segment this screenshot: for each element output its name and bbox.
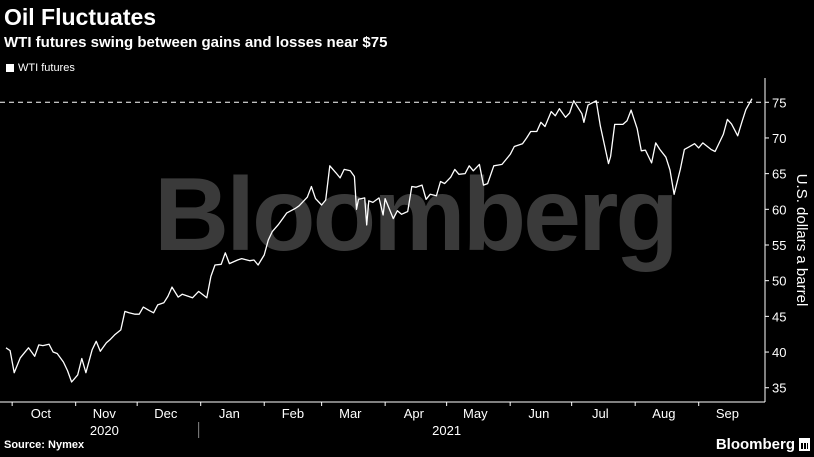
legend-swatch [6, 64, 14, 72]
x-tick-label: Feb [282, 406, 304, 421]
y-axis-label: U.S. dollars a barrel [793, 174, 810, 307]
chart-title: Oil Fluctuates [4, 4, 157, 30]
x-tick-label: Jan [219, 406, 240, 421]
y-tick-label: 55 [772, 238, 786, 253]
x-tick-label: Nov [93, 406, 117, 421]
x-tick-label: Sep [716, 406, 739, 421]
y-tick-label: 35 [772, 381, 786, 396]
y-axis: 35 40 45 50 55 60 65 70 75 [764, 78, 786, 402]
chart-subtitle: WTI futures swing between gains and loss… [4, 34, 388, 51]
brand-name: Bloomberg [715, 436, 795, 453]
y-tick-label: 75 [772, 95, 786, 110]
bloomberg-mark-icon [799, 438, 810, 451]
x-tick-label: Aug [652, 406, 675, 421]
x-tick-label: Apr [404, 406, 425, 421]
x-tick-label: Jun [528, 406, 549, 421]
y-tick-label: 60 [772, 202, 786, 217]
year-label: 2021 [432, 423, 461, 438]
legend-label: WTI futures [18, 62, 75, 74]
series-line-wti-futures [5, 98, 753, 383]
y-tick-label: 70 [772, 131, 786, 146]
x-tick-label: May [463, 406, 488, 421]
x-tick-label: Mar [339, 406, 362, 421]
y-tick-label: 45 [772, 309, 786, 324]
x-tick-label: Dec [154, 406, 178, 421]
y-tick-label: 50 [772, 274, 786, 289]
x-tick-label: Jul [592, 406, 609, 421]
year-label: 2020 [90, 423, 119, 438]
plot-area [0, 98, 765, 383]
legend: WTI futures [6, 62, 75, 74]
watermark: Bloomberg [154, 157, 676, 273]
source-note: Source: Nymex [4, 439, 85, 451]
y-tick-label: 65 [772, 167, 786, 182]
x-tick-label: Oct [31, 406, 52, 421]
x-axis: Oct Nov Dec Jan Feb Mar Apr May Jun Jul Aug Sep 2020… [0, 401, 765, 438]
brand-logo: Bloomberg [716, 436, 810, 453]
y-tick-label: 40 [772, 345, 786, 360]
